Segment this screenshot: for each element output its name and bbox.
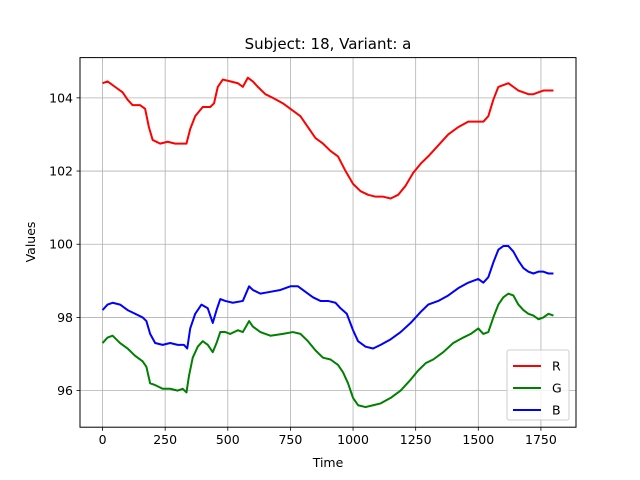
y-tick-label: 102 (49, 164, 73, 179)
legend-box (506, 349, 570, 421)
series-line-b (101, 245, 554, 350)
x-tick-label: 1500 (462, 432, 494, 447)
y-tick-label: 96 (57, 383, 73, 398)
x-tick-label: 250 (153, 432, 177, 447)
y-tick-label: 100 (49, 237, 73, 252)
legend: RGB (506, 349, 570, 421)
series-line-r (102, 76, 554, 200)
chart-title: Subject: 18, Variant: a (245, 35, 412, 53)
y-tick-label: 98 (57, 310, 73, 325)
legend-label-b: B (552, 403, 561, 418)
x-tick-label: 0 (99, 432, 107, 447)
plot-frame (79, 57, 577, 428)
y-axis-label: Values (23, 222, 38, 263)
legend-label-g: G (552, 381, 562, 396)
x-tick-label: 1750 (525, 432, 557, 447)
x-tick-label: 1000 (337, 432, 369, 447)
series-lines (101, 76, 554, 409)
x-ticks: 0 250 500 750 1000 1250 1500 1750 (99, 427, 557, 447)
x-tick-label: 500 (216, 432, 240, 447)
x-tick-label: 1250 (400, 432, 432, 447)
legend-label-r: R (552, 359, 561, 374)
series-line-g (101, 292, 554, 409)
y-tick-label: 104 (49, 90, 73, 105)
y-ticks: 96 98 100 102 104 (49, 90, 80, 398)
grid (80, 57, 576, 428)
x-tick-label: 750 (278, 432, 302, 447)
x-axis-label: Time (312, 455, 344, 470)
